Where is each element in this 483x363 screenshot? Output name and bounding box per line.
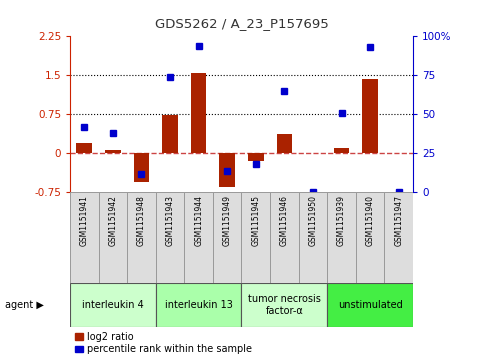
Text: tumor necrosis
factor-α: tumor necrosis factor-α [248, 294, 321, 316]
Bar [219, 153, 235, 187]
Bar [213, 192, 242, 283]
Text: GSM1151950: GSM1151950 [309, 195, 317, 246]
Bar [134, 153, 149, 182]
Text: GSM1151944: GSM1151944 [194, 195, 203, 246]
Text: GSM1151939: GSM1151939 [337, 195, 346, 246]
Text: GSM1151946: GSM1151946 [280, 195, 289, 246]
Bar [127, 192, 156, 283]
Text: GSM1151947: GSM1151947 [394, 195, 403, 246]
Bar [191, 73, 207, 153]
Legend: log2 ratio, percentile rank within the sample: log2 ratio, percentile rank within the s… [75, 331, 252, 355]
Bar [162, 115, 178, 153]
Bar [362, 79, 378, 153]
Text: interleukin 4: interleukin 4 [82, 300, 144, 310]
Text: interleukin 13: interleukin 13 [165, 300, 233, 310]
Bar [99, 192, 127, 283]
Bar [327, 283, 413, 327]
Bar [70, 192, 99, 283]
Text: GSM1151942: GSM1151942 [108, 195, 117, 246]
Text: GDS5262 / A_23_P157695: GDS5262 / A_23_P157695 [155, 17, 328, 30]
Bar [270, 192, 298, 283]
Text: GSM1151941: GSM1151941 [80, 195, 89, 246]
Bar [384, 192, 413, 283]
Text: GSM1151945: GSM1151945 [251, 195, 260, 246]
Bar [334, 148, 349, 153]
Text: GSM1151940: GSM1151940 [366, 195, 375, 246]
Bar [76, 143, 92, 153]
Bar [70, 283, 156, 327]
Bar [327, 192, 356, 283]
Bar [156, 283, 242, 327]
Text: unstimulated: unstimulated [338, 300, 402, 310]
Text: GSM1151943: GSM1151943 [166, 195, 174, 246]
Bar [156, 192, 185, 283]
Bar [242, 283, 327, 327]
Bar [105, 150, 121, 153]
Text: GSM1151948: GSM1151948 [137, 195, 146, 246]
Bar [276, 134, 292, 153]
Text: agent ▶: agent ▶ [5, 300, 43, 310]
Bar [248, 153, 264, 161]
Text: GSM1151949: GSM1151949 [223, 195, 232, 246]
Bar [242, 192, 270, 283]
Bar [185, 192, 213, 283]
Bar [356, 192, 384, 283]
Bar [298, 192, 327, 283]
